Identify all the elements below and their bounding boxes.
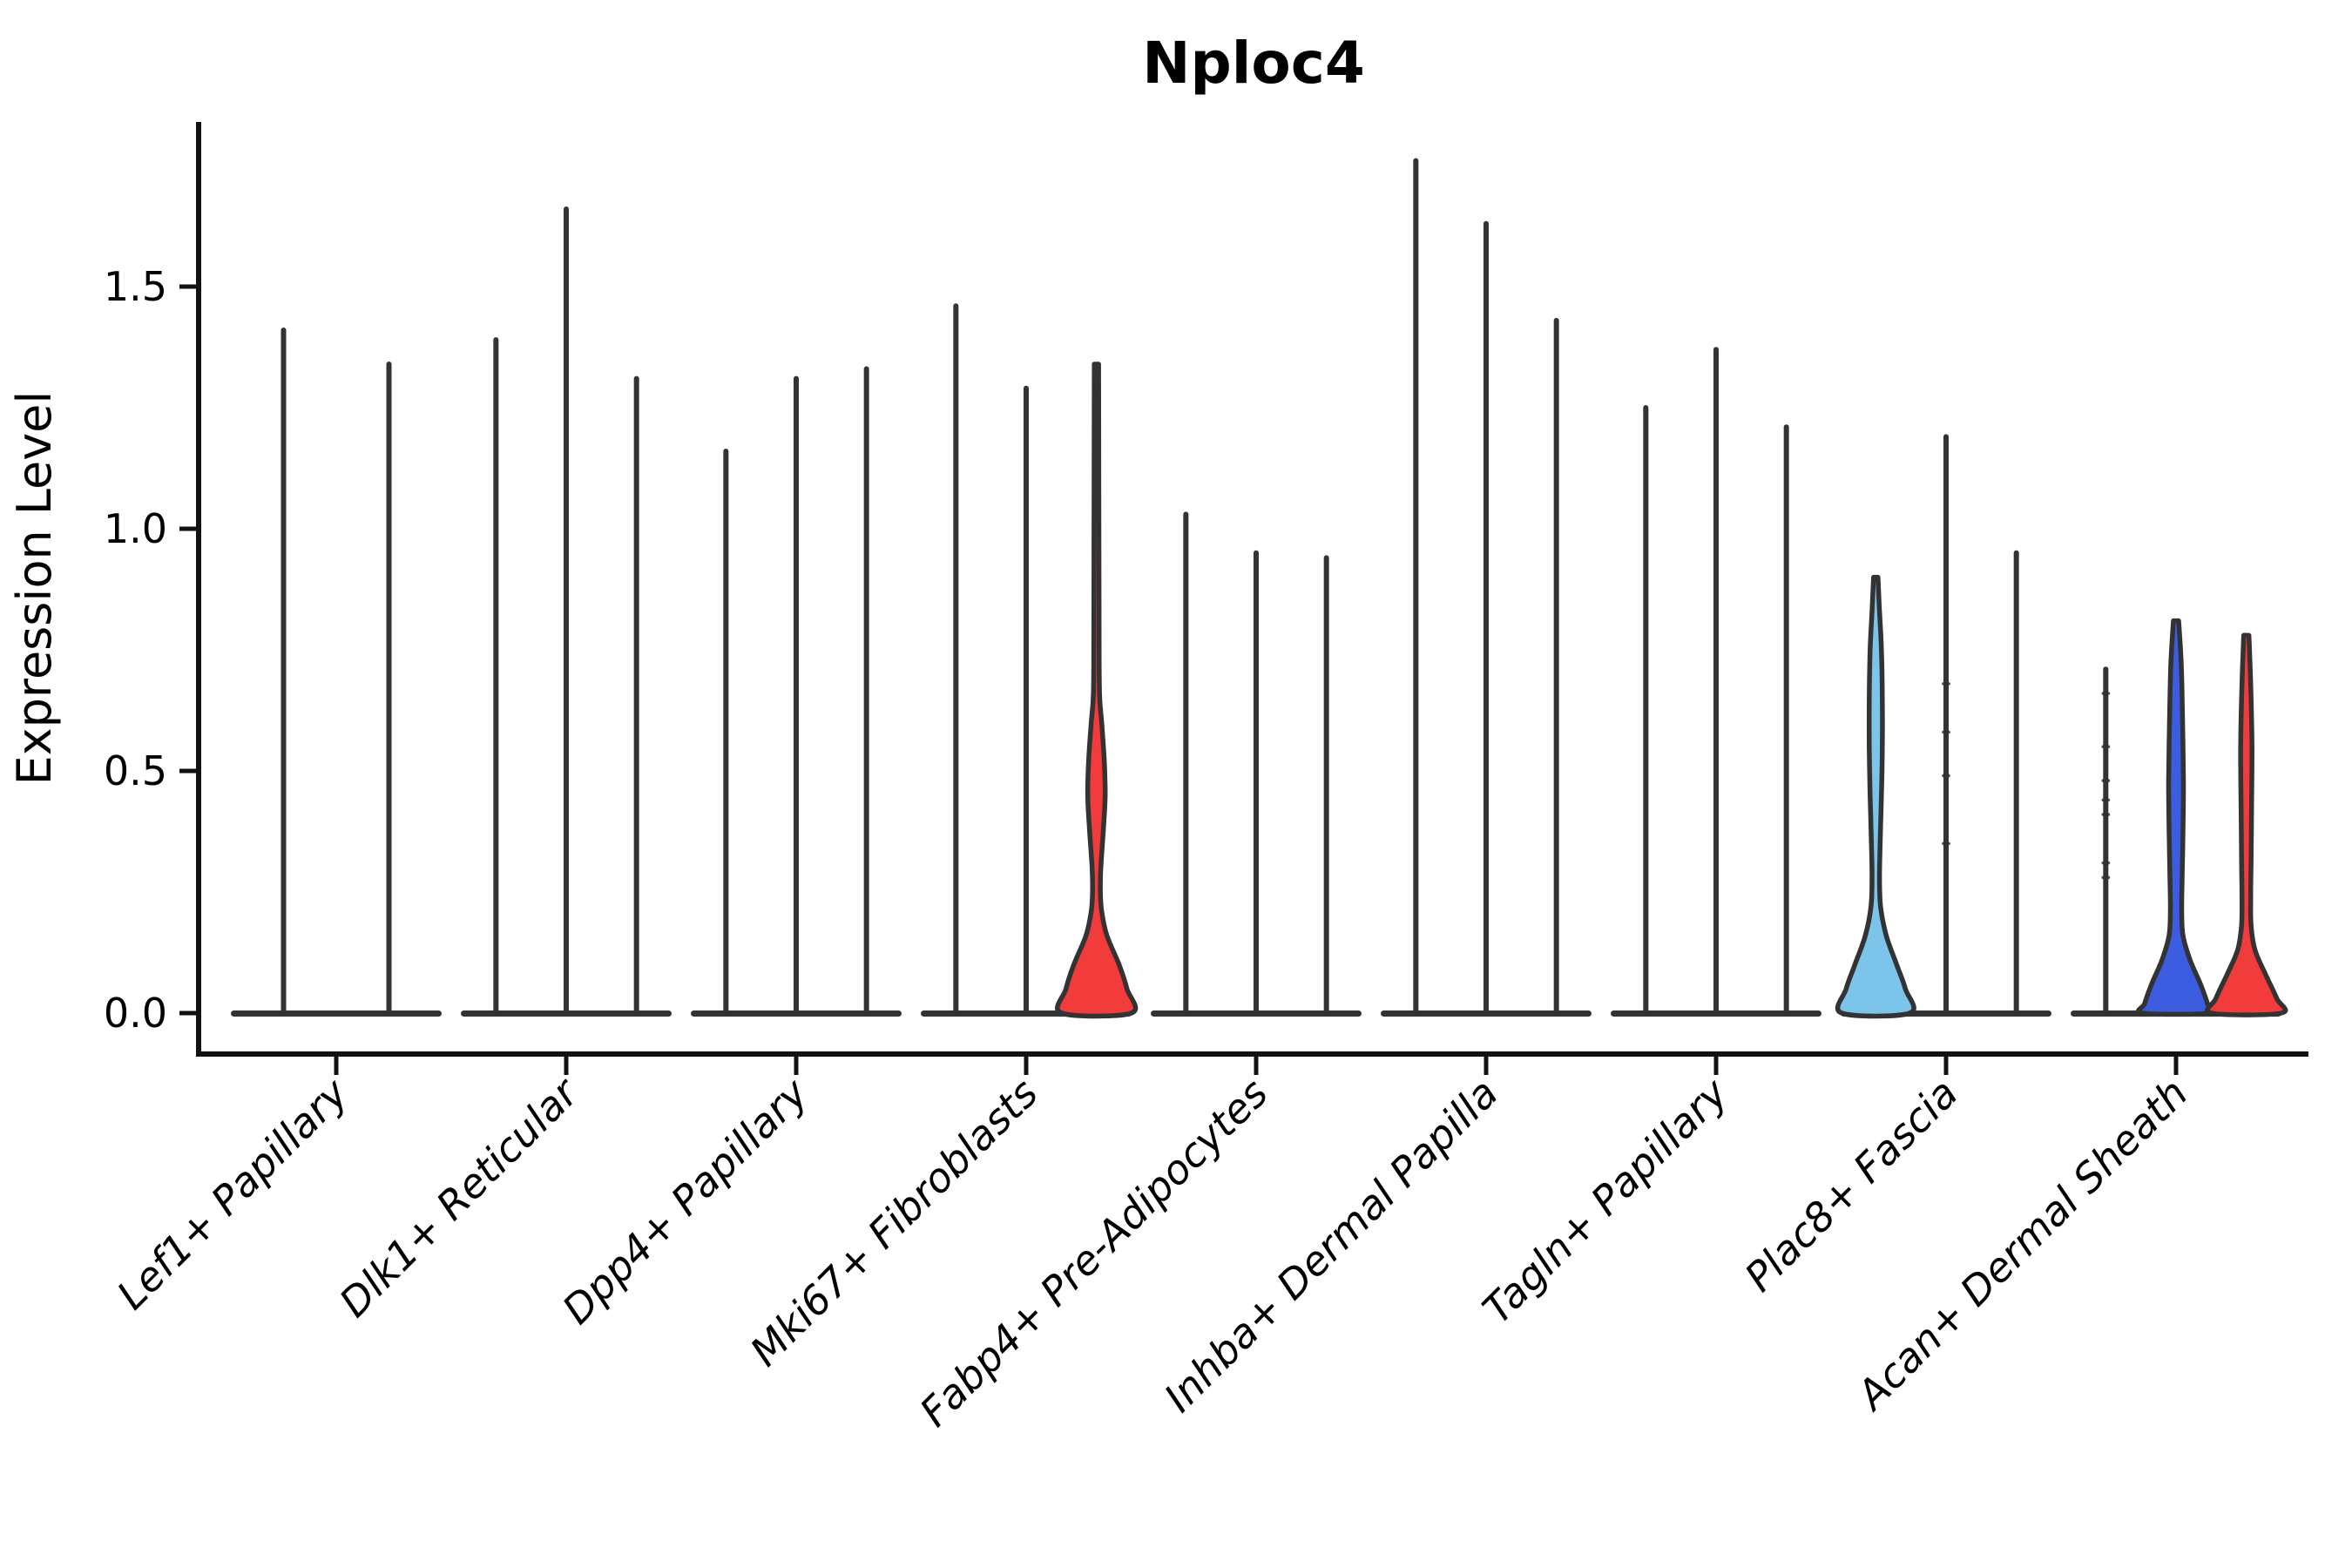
- chart-title: Nploc4: [1142, 30, 1365, 97]
- cell-point: [2101, 875, 2111, 880]
- x-category-label: Tagln+ Papillary: [1473, 1069, 1737, 1333]
- cell-point: [1942, 774, 1950, 779]
- y-tick-label: 0.0: [104, 990, 167, 1037]
- x-category-label: Dlk1+ Reticular: [330, 1067, 589, 1326]
- cell-point: [2101, 778, 2111, 783]
- y-tick-label: 1.0: [104, 505, 167, 552]
- violin-red: [2205, 632, 2288, 1017]
- violin-red: [1055, 362, 1139, 1019]
- cell-point: [1942, 681, 1950, 686]
- violin-base: [231, 1010, 442, 1017]
- y-tick-label: 1.5: [104, 263, 167, 310]
- y-axis-label: Expression Level: [7, 391, 62, 786]
- cell-point: [2101, 744, 2111, 749]
- x-category-label: Plac8+ Fascia: [1735, 1070, 1966, 1301]
- cell-point: [2101, 861, 2111, 866]
- cell-point: [2101, 812, 2111, 817]
- violin-lightblue: [1835, 574, 1916, 1019]
- violin-blue: [2136, 618, 2216, 1017]
- cell-point: [2101, 691, 2111, 696]
- y-tick-label: 0.5: [104, 747, 167, 794]
- x-category-label: Dpp4+ Papillary: [553, 1069, 817, 1333]
- x-category-label: Lef1+ Papillary: [108, 1069, 357, 1318]
- cell-point: [1942, 730, 1950, 735]
- cell-point: [1942, 841, 1950, 846]
- cell-point: [2101, 797, 2111, 802]
